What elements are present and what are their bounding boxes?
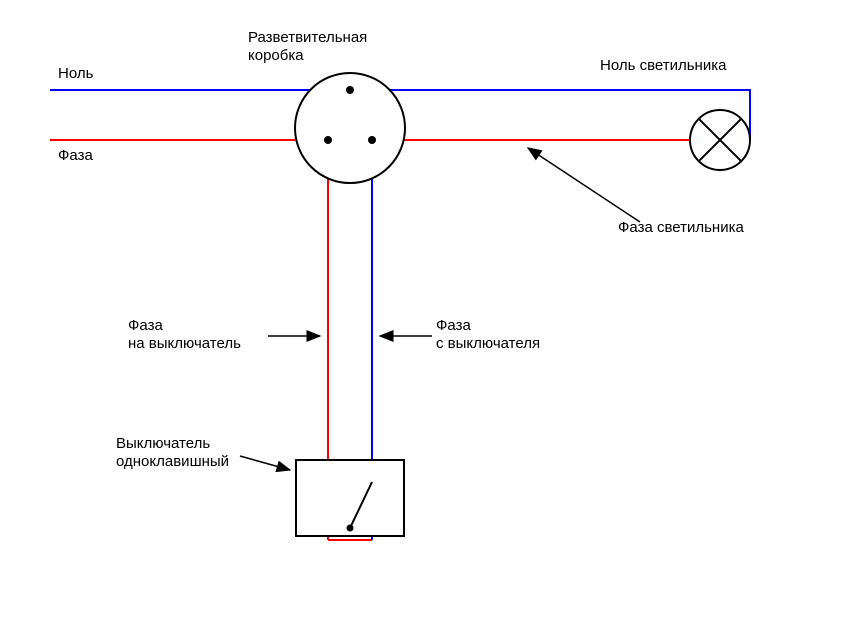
label-junction-box: Разветвительная коробка xyxy=(248,29,371,64)
arrow-switch-label xyxy=(240,456,290,470)
label-phase-from-switch: Фаза с выключателя xyxy=(436,317,540,352)
junction-terminal xyxy=(324,136,332,144)
label-lamp-neutral: Ноль светильника xyxy=(600,57,727,74)
wiring-diagram: Разветвительная коробка Ноль Фаза Ноль с… xyxy=(0,0,856,642)
label-lamp-phase: Фаза светильника xyxy=(618,219,744,236)
junction-terminal xyxy=(346,86,354,94)
label-neutral-in: Ноль xyxy=(58,65,94,82)
label-switch: Выключатель одноклавишный xyxy=(116,435,229,470)
label-phase-in: Фаза xyxy=(58,147,93,164)
lamp-symbol xyxy=(690,110,750,170)
single-key-switch xyxy=(296,460,404,536)
junction-terminal xyxy=(368,136,376,144)
arrow-lamp-phase xyxy=(528,148,640,222)
label-phase-to-switch: Фаза на выключатель xyxy=(128,317,241,352)
